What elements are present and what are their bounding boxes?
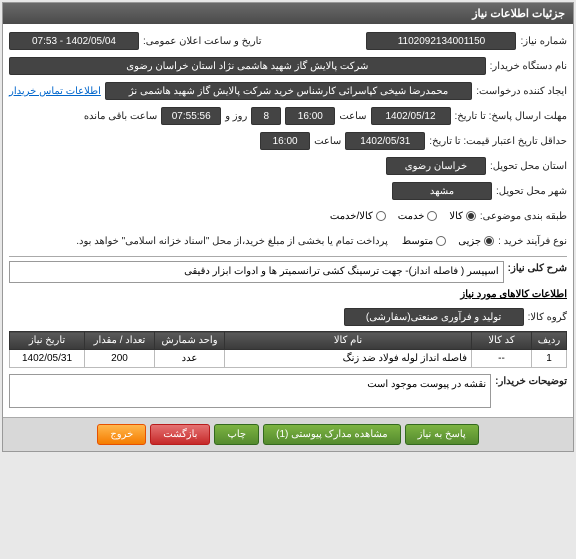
cell-qty: 200 [85,350,155,368]
remaining-time-field: 07:55:56 [161,107,221,125]
group-label: گروه کالا: [528,312,567,323]
items-table: ردیف کد کالا نام کالا واحد شمارش تعداد /… [9,331,567,368]
divider [9,256,567,257]
process-radio-group: جزیی متوسط [402,236,494,247]
process-label: نوع فرآیند خرید : [498,236,567,247]
radio-icon [376,211,386,221]
button-bar: پاسخ به نیاز مشاهده مدارک پیوستی (1) چاپ… [3,417,573,451]
deadline-date-field: 1402/05/12 [371,107,451,125]
process-note: پرداخت تمام یا بخشی از مبلغ خرید،از محل … [76,236,388,247]
city-label: شهر محل تحویل: [496,186,567,197]
class-radio-khedmat[interactable]: خدمت [398,211,438,222]
col-row[interactable]: ردیف [532,332,567,350]
day-and-label: روز و [225,111,247,122]
group-field: تولید و فرآوری صنعتی(سفارشی) [344,308,524,326]
province-field: خراسان رضوی [386,157,486,175]
class-radio-both[interactable]: کالا/خدمت [330,211,386,222]
valid-date-field: 1402/05/31 [345,132,425,150]
col-code[interactable]: کد کالا [472,332,532,350]
valid-time-field: 16:00 [260,132,310,150]
panel-title: جزئیات اطلاعات نیاز [3,3,573,24]
province-label: استان محل تحویل: [490,161,567,172]
table-header-row: ردیف کد کالا نام کالا واحد شمارش تعداد /… [10,332,567,350]
col-date[interactable]: تاریخ نیاز [10,332,85,350]
radio-icon [427,211,437,221]
announce-field: 1402/05/04 - 07:53 [9,32,139,50]
class-radio-group: کالا خدمت کالا/خدمت [330,211,476,222]
time-label-1: ساعت [339,111,366,122]
cell-name: فاصله انداز لوله فولاد ضد زنگ [225,350,472,368]
buyer-field: شرکت پالایش گاز شهید هاشمی نژاد استان خر… [9,57,486,75]
table-row[interactable]: 1 -- فاصله انداز لوله فولاد ضد زنگ عدد 2… [10,350,567,368]
process-radio-medium[interactable]: متوسط [402,236,446,247]
creator-label: ایجاد کننده درخواست: [476,86,567,97]
process-radio-minor[interactable]: جزیی [458,236,494,247]
remaining-days-field: 8 [251,107,281,125]
remaining-label: ساعت باقی مانده [84,111,157,122]
notes-label: توضیحات خریدار: [495,374,567,389]
respond-button[interactable]: پاسخ به نیاز [405,424,479,445]
notes-text: نقشه در پیوست موجود است [9,374,491,408]
radio-icon [436,236,446,246]
city-field: مشهد [392,182,492,200]
desc-label: شرح کلی نیاز: [508,261,567,276]
desc-text: اسپیسر ( فاصله انداز)- جهت ترسینگ کشی تر… [9,261,504,283]
details-panel: جزئیات اطلاعات نیاز شماره نیاز: 11020921… [2,2,574,452]
back-button[interactable]: بازگشت [150,424,210,445]
form-body: شماره نیاز: 1102092134001150 تاریخ و ساع… [3,24,573,417]
print-button[interactable]: چاپ [214,424,259,445]
class-radio-kala[interactable]: کالا [449,211,476,222]
radio-icon [466,211,476,221]
need-no-field: 1102092134001150 [366,32,516,50]
radio-icon [484,236,494,246]
need-no-label: شماره نیاز: [520,36,567,47]
creator-field: محمدرضا شیخی کپاسرائی کارشناس خرید شرکت … [105,82,472,100]
valid-label: حداقل تاریخ اعتبار قیمت: تا تاریخ: [429,136,567,147]
exit-button[interactable]: خروج [97,424,146,445]
contact-link[interactable]: اطلاعات تماس خریدار [9,86,101,97]
cell-idx: 1 [532,350,567,368]
time-label-2: ساعت [314,136,341,147]
cell-code: -- [472,350,532,368]
cell-unit: عدد [155,350,225,368]
col-unit[interactable]: واحد شمارش [155,332,225,350]
deadline-label: مهلت ارسال پاسخ: تا تاریخ: [455,111,567,122]
col-qty[interactable]: تعداد / مقدار [85,332,155,350]
cell-date: 1402/05/31 [10,350,85,368]
attachments-button[interactable]: مشاهده مدارک پیوستی (1) [263,424,401,445]
deadline-time-field: 16:00 [285,107,335,125]
buyer-label: نام دستگاه خریدار: [490,61,567,72]
col-name[interactable]: نام کالا [225,332,472,350]
class-label: طبقه بندی موضوعی: [480,211,567,222]
items-title: اطلاعات کالاهای مورد نیاز [9,287,567,302]
announce-label: تاریخ و ساعت اعلان عمومی: [143,36,262,47]
